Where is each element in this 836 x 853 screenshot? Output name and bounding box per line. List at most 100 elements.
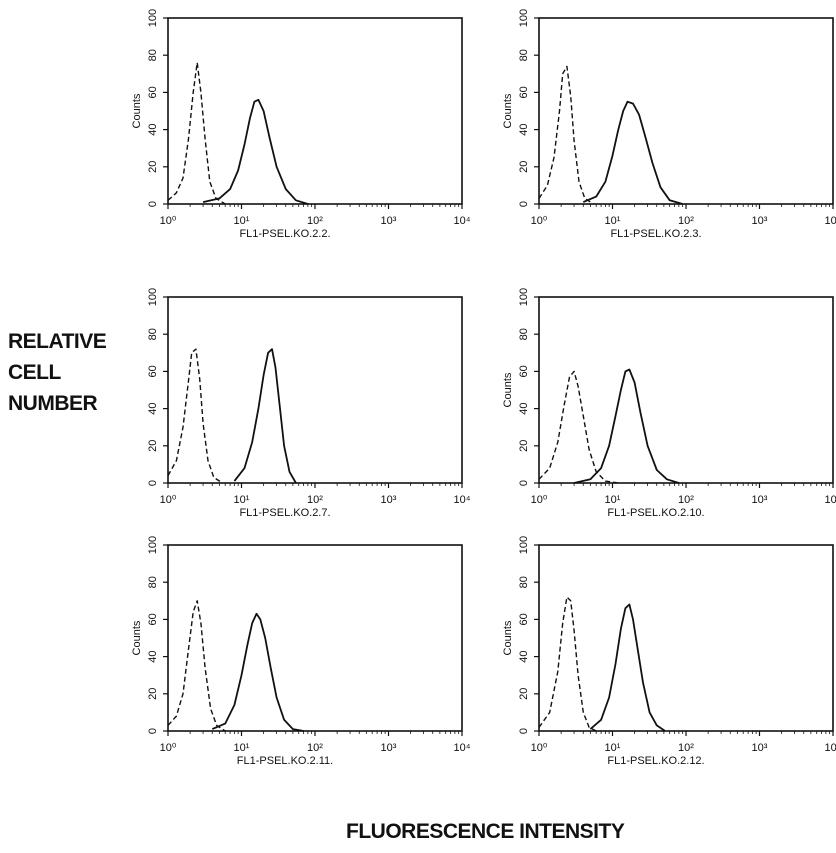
x-axis-label: FL1-PSEL.KO.2.7.	[239, 507, 330, 519]
plot-frame	[538, 544, 834, 732]
y-tick-label: 60	[147, 365, 159, 377]
y-tick-label: 20	[518, 688, 530, 700]
y-tick-label: 0	[147, 480, 159, 486]
x-tick-label: 10⁰	[160, 215, 177, 227]
sample-histogram-line	[211, 612, 304, 732]
x-axis-label: FL1-PSEL.KO.2.3.	[610, 228, 701, 240]
control-histogram-line	[167, 348, 223, 484]
y-tick-label: 100	[147, 536, 159, 554]
y-tick-label: 60	[518, 86, 530, 98]
x-axis-label: FL1-PSEL.KO.2.10.	[607, 507, 704, 519]
x-axis-label: FL1-PSEL.KO.2.12.	[607, 755, 704, 767]
histogram-panel-5: 10⁰ 10¹ 10² 10³ 10⁴ 0 20 40 60 80 100 Counts FL1-PSE…	[131, 536, 471, 767]
y-tick-label: 20	[518, 440, 530, 452]
y-tick-label: 40	[518, 402, 530, 414]
x-tick-label: 10¹	[234, 494, 250, 506]
histogram-panel-3: 10⁰ 10¹ 10² 10³ 10⁴ 0 20 40 60 80 100 FL1-PSEL.KO.2…	[147, 288, 471, 519]
y-axis-label: Counts	[502, 620, 514, 655]
sample-histogram-line	[233, 348, 297, 484]
sample-histogram-line	[202, 98, 309, 205]
x-tick-label: 10³	[381, 742, 397, 754]
x-tick-label: 10⁴	[454, 494, 471, 506]
sample-histogram-line	[573, 368, 680, 484]
x-tick-label: 10⁴	[454, 215, 471, 227]
y-axis-label: Counts	[131, 620, 143, 655]
histogram-panel-2: 10⁰ 10¹ 10² 10³ 10⁴ 0 20 40 60 80 100 Counts FL1-PSE…	[502, 9, 836, 240]
y-tick-label: 100	[147, 288, 159, 306]
y-tick-label: 20	[518, 161, 530, 173]
sample-histogram-line	[582, 100, 683, 205]
y-tick-label: 100	[518, 288, 530, 306]
x-tick-label: 10⁰	[160, 742, 177, 754]
x-tick-label: 10²	[678, 215, 694, 227]
x-tick-label: 10³	[752, 742, 768, 754]
y-axis-label: Counts	[502, 372, 514, 407]
histogram-panel-6: 10⁰ 10¹ 10² 10³ 10⁴ 0 20 40 60 80 100 Counts FL1-PSE…	[502, 536, 836, 767]
y-tick-label: 40	[147, 402, 159, 414]
y-tick-label: 60	[518, 365, 530, 377]
y-tick-label: 20	[147, 440, 159, 452]
histogram-panel-1: 10⁰ 10¹ 10² 10³ 10⁴ 0 20 40 60 80 100 Counts FL1-PSE…	[131, 9, 471, 240]
x-tick-label: 10²	[678, 742, 694, 754]
control-histogram-line	[538, 65, 594, 205]
control-histogram-line	[167, 600, 226, 732]
sample-histogram-line	[589, 603, 666, 732]
y-tick-label: 80	[518, 576, 530, 588]
y-tick-label: 0	[147, 201, 159, 207]
x-tick-label: 10⁰	[531, 494, 548, 506]
y-tick-label: 60	[147, 613, 159, 625]
y-axis-title-line-1: RELATIVE	[8, 330, 107, 353]
y-tick-label: 80	[147, 328, 159, 340]
y-tick-label: 60	[147, 86, 159, 98]
plot-frame	[538, 296, 834, 484]
plot-frame	[167, 17, 463, 205]
x-tick-label: 10⁴	[454, 742, 471, 754]
plot-frame	[167, 296, 463, 484]
y-tick-label: 80	[147, 576, 159, 588]
x-tick-label: 10¹	[605, 494, 621, 506]
x-tick-label: 10¹	[605, 742, 621, 754]
y-tick-label: 0	[518, 480, 530, 486]
x-tick-label: 10⁰	[160, 494, 177, 506]
x-tick-label: 10¹	[234, 215, 250, 227]
x-tick-label: 10²	[307, 494, 323, 506]
y-tick-label: 40	[518, 123, 530, 135]
y-axis-title-line-3: NUMBER	[8, 392, 98, 415]
y-tick-label: 20	[147, 688, 159, 700]
y-axis-title-line-2: CELL	[8, 361, 61, 384]
y-tick-label: 20	[147, 161, 159, 173]
y-axis-label: Counts	[131, 93, 143, 128]
y-tick-label: 40	[518, 650, 530, 662]
histogram-panel-4: 10⁰ 10¹ 10² 10³ 10⁴ 0 20 40 60 80 100 Counts FL1-PSE…	[502, 288, 836, 519]
x-tick-label: 10³	[752, 494, 768, 506]
x-tick-label: 10⁰	[531, 742, 548, 754]
y-tick-label: 40	[147, 123, 159, 135]
y-tick-label: 100	[147, 9, 159, 27]
y-tick-label: 80	[518, 49, 530, 61]
x-tick-label: 10²	[678, 494, 694, 506]
x-tick-label: 10²	[307, 215, 323, 227]
x-tick-label: 10⁰	[531, 215, 548, 227]
y-tick-label: 60	[518, 613, 530, 625]
x-axis-label: FL1-PSEL.KO.2.11.	[237, 755, 333, 767]
y-tick-label: 0	[147, 728, 159, 734]
y-tick-label: 80	[518, 328, 530, 340]
x-tick-label: 10⁴	[825, 742, 836, 754]
x-tick-label: 10⁴	[825, 494, 836, 506]
x-tick-label: 10²	[307, 742, 323, 754]
control-histogram-line	[538, 370, 619, 484]
y-tick-label: 100	[518, 536, 530, 554]
control-histogram-line	[538, 596, 597, 732]
x-tick-label: 10¹	[234, 742, 250, 754]
x-axis-label: FL1-PSEL.KO.2.2.	[239, 228, 330, 240]
control-histogram-line	[167, 61, 226, 205]
x-tick-label: 10³	[752, 215, 768, 227]
plot-frame	[167, 544, 463, 732]
y-axis-label: Counts	[502, 93, 514, 128]
x-tick-label: 10¹	[605, 215, 621, 227]
y-tick-label: 40	[147, 650, 159, 662]
y-tick-label: 80	[147, 49, 159, 61]
plot-frame	[538, 17, 834, 205]
x-tick-label: 10³	[381, 215, 397, 227]
